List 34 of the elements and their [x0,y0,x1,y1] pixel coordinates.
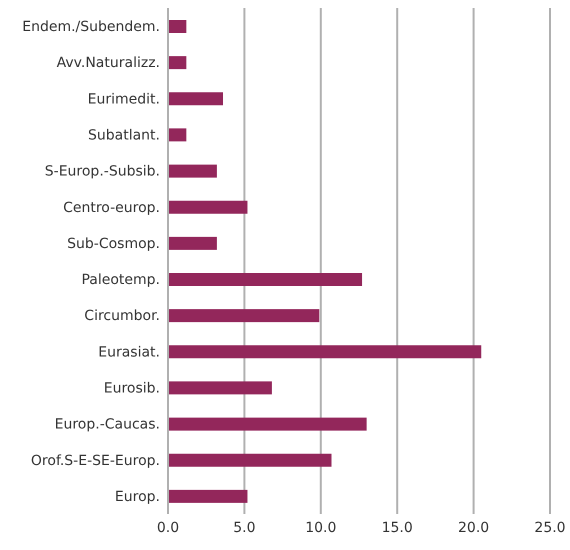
y-tick-label: Subatlant. [88,127,160,144]
bar [168,273,362,286]
bar [168,345,482,358]
bar [168,236,217,250]
y-tick-label: Sub-Cosmop. [67,236,160,252]
y-tick-label: Paleotemp. [81,272,160,288]
bar [168,164,217,178]
bar [168,309,320,322]
y-tick-label: S-Europ.-Subsib. [44,164,160,180]
x-tick-label: 20.0 [458,520,490,536]
bar [168,20,186,33]
bar [168,490,248,503]
x-tick-label: 15.0 [382,520,413,536]
y-tick-label: Orof.S-E-SE-Europ. [30,452,160,469]
y-tick-label: Eurosib. [104,380,160,396]
y-tick-label: Circumbor. [84,308,160,324]
y-tick-label: Europ.-Caucas. [54,416,160,433]
y-tick-label: Europ. [114,488,160,505]
x-tick-label: 0.0 [156,520,180,536]
bar [168,200,248,214]
x-tick-label: 10.0 [305,520,336,536]
bar [168,128,186,142]
x-tick-label: 5.0 [233,520,256,536]
y-tick-label: Endem./Subendem. [22,19,160,36]
bar [168,381,272,394]
x-tick-label: 25.0 [534,520,566,536]
bar [168,454,332,467]
y-tick-label: Avv.Naturalizz. [56,55,160,72]
y-tick-label: Eurimedit. [88,91,160,108]
bar [168,92,224,106]
bar [168,418,367,431]
bar [168,56,186,70]
y-tick-label: Centro-europ. [63,200,160,216]
y-tick-label: Eurasiat. [98,344,160,360]
